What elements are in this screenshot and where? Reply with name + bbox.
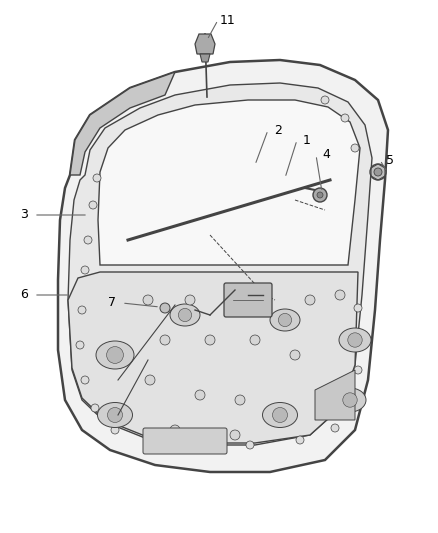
Text: 6: 6 — [20, 288, 28, 302]
Circle shape — [321, 96, 329, 104]
Circle shape — [246, 441, 254, 449]
Text: 4: 4 — [322, 149, 330, 161]
Ellipse shape — [262, 402, 297, 427]
Text: 5: 5 — [386, 154, 394, 166]
Polygon shape — [98, 100, 360, 265]
Polygon shape — [58, 60, 388, 472]
Circle shape — [374, 168, 382, 176]
Circle shape — [343, 393, 357, 407]
FancyBboxPatch shape — [224, 283, 272, 317]
Circle shape — [230, 430, 240, 440]
Circle shape — [272, 408, 287, 423]
Circle shape — [91, 404, 99, 412]
Ellipse shape — [334, 388, 366, 412]
Text: 2: 2 — [274, 124, 282, 136]
Circle shape — [151, 436, 159, 444]
Circle shape — [370, 164, 386, 180]
Circle shape — [195, 390, 205, 400]
Circle shape — [296, 436, 304, 444]
Circle shape — [185, 295, 195, 305]
Circle shape — [170, 425, 180, 435]
Circle shape — [250, 335, 260, 345]
Ellipse shape — [96, 341, 134, 369]
Text: 1: 1 — [303, 133, 311, 147]
Circle shape — [305, 295, 315, 305]
Circle shape — [317, 192, 323, 198]
Polygon shape — [70, 72, 175, 175]
Circle shape — [356, 336, 364, 344]
Circle shape — [76, 341, 84, 349]
Text: 3: 3 — [20, 208, 28, 222]
Polygon shape — [68, 83, 372, 445]
Circle shape — [279, 313, 292, 327]
Circle shape — [145, 375, 155, 385]
Circle shape — [78, 306, 86, 314]
Polygon shape — [195, 34, 215, 54]
Circle shape — [196, 441, 204, 449]
Circle shape — [143, 295, 153, 305]
Circle shape — [290, 350, 300, 360]
Circle shape — [354, 366, 362, 374]
Circle shape — [354, 304, 362, 312]
Polygon shape — [200, 54, 210, 62]
Circle shape — [348, 333, 362, 347]
Circle shape — [160, 303, 170, 313]
Text: 11: 11 — [220, 13, 236, 27]
Text: 7: 7 — [108, 296, 116, 310]
Circle shape — [205, 335, 215, 345]
Ellipse shape — [170, 304, 200, 326]
FancyBboxPatch shape — [143, 428, 227, 454]
Circle shape — [106, 346, 124, 364]
Circle shape — [160, 335, 170, 345]
Circle shape — [89, 201, 97, 209]
Circle shape — [84, 236, 92, 244]
Circle shape — [235, 395, 245, 405]
Ellipse shape — [98, 402, 133, 427]
Ellipse shape — [270, 309, 300, 331]
Circle shape — [81, 376, 89, 384]
Circle shape — [93, 174, 101, 182]
Circle shape — [111, 426, 119, 434]
Circle shape — [313, 188, 327, 202]
Circle shape — [351, 144, 359, 152]
Circle shape — [348, 396, 356, 404]
Polygon shape — [315, 370, 355, 420]
Circle shape — [107, 408, 123, 423]
Circle shape — [335, 290, 345, 300]
Circle shape — [341, 114, 349, 122]
Ellipse shape — [339, 328, 371, 352]
Circle shape — [225, 295, 235, 305]
Circle shape — [178, 309, 191, 321]
Circle shape — [81, 266, 89, 274]
Polygon shape — [68, 272, 358, 443]
Circle shape — [331, 424, 339, 432]
